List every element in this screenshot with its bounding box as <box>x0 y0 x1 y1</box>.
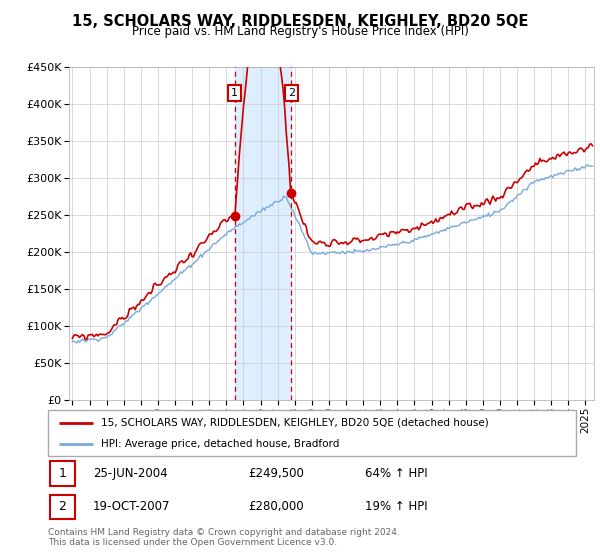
Text: 15, SCHOLARS WAY, RIDDLESDEN, KEIGHLEY, BD20 5QE: 15, SCHOLARS WAY, RIDDLESDEN, KEIGHLEY, … <box>72 14 528 29</box>
Text: Contains HM Land Registry data © Crown copyright and database right 2024.
This d: Contains HM Land Registry data © Crown c… <box>48 528 400 547</box>
Text: £249,500: £249,500 <box>248 467 305 480</box>
Text: 1: 1 <box>231 88 238 98</box>
FancyBboxPatch shape <box>50 494 75 519</box>
FancyBboxPatch shape <box>50 461 75 486</box>
Text: 2: 2 <box>288 88 295 98</box>
Text: Price paid vs. HM Land Registry's House Price Index (HPI): Price paid vs. HM Land Registry's House … <box>131 25 469 38</box>
Text: 19-OCT-2007: 19-OCT-2007 <box>93 500 170 514</box>
Text: 25-JUN-2004: 25-JUN-2004 <box>93 467 167 480</box>
FancyBboxPatch shape <box>48 410 576 456</box>
Text: 2: 2 <box>58 500 66 514</box>
Text: 1: 1 <box>58 467 66 480</box>
Text: HPI: Average price, detached house, Bradford: HPI: Average price, detached house, Brad… <box>101 439 339 449</box>
Text: 19% ↑ HPI: 19% ↑ HPI <box>365 500 427 514</box>
Text: 15, SCHOLARS WAY, RIDDLESDEN, KEIGHLEY, BD20 5QE (detached house): 15, SCHOLARS WAY, RIDDLESDEN, KEIGHLEY, … <box>101 418 488 428</box>
Text: 64% ↑ HPI: 64% ↑ HPI <box>365 467 427 480</box>
Text: £280,000: £280,000 <box>248 500 304 514</box>
